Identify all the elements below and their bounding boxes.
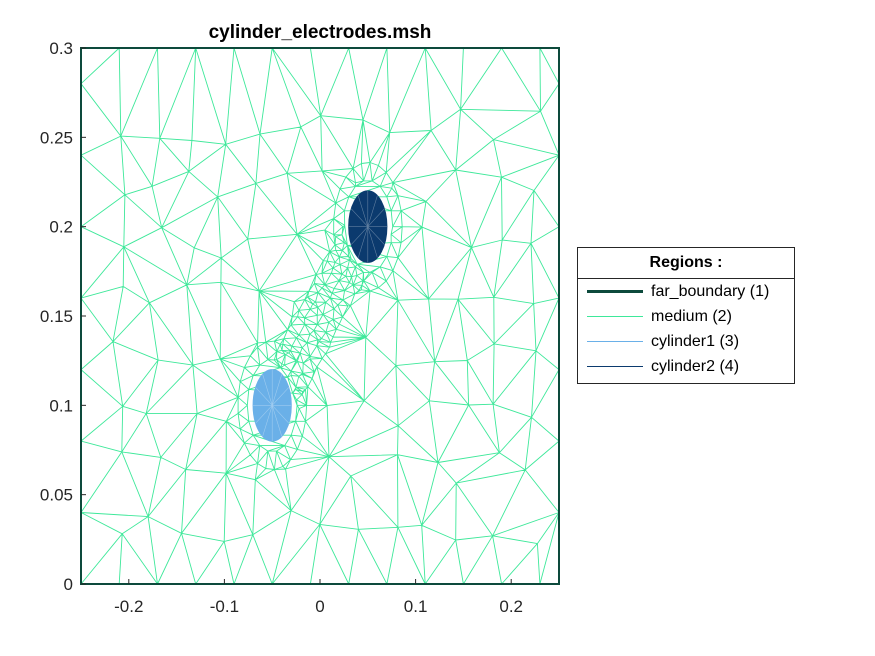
- legend-title: Regions :: [578, 248, 794, 279]
- far-boundary-frame: [80, 47, 560, 585]
- cylinder2-mesh: [348, 190, 387, 263]
- legend-label: cylinder2 (4): [651, 358, 740, 375]
- x-tick-label: -0.2: [114, 597, 143, 616]
- y-tick-label: 0.05: [40, 486, 73, 505]
- y-tick-label: 0: [64, 575, 73, 594]
- medium-mesh: [80, 47, 560, 585]
- legend-label: cylinder1 (3): [651, 333, 740, 350]
- legend-label: far_boundary (1): [651, 283, 770, 300]
- legend-swatch: [587, 341, 643, 342]
- y-axis: 0 0.05 0.1 0.15 0.2 0.25 0.3: [40, 39, 86, 594]
- legend-item-cylinder2: cylinder2 (4): [578, 354, 794, 379]
- x-tick-label: 0.2: [499, 597, 523, 616]
- y-tick-label: 0.15: [40, 307, 73, 326]
- legend-swatch: [587, 366, 643, 367]
- legend-label: medium (2): [651, 308, 732, 325]
- y-tick-label: 0.3: [49, 39, 73, 58]
- y-tick-label: 0.2: [49, 218, 73, 237]
- cylinder-layer: [252, 190, 388, 442]
- legend: Regions : far_boundary (1) medium (2) cy…: [577, 247, 795, 384]
- cylinder1-region: [252, 369, 292, 442]
- cylinder1-mesh: [253, 369, 292, 442]
- x-tick-label: 0.1: [404, 597, 428, 616]
- y-tick-label: 0.1: [49, 396, 73, 415]
- legend-item-far-boundary: far_boundary (1): [578, 279, 794, 304]
- legend-swatch: [587, 316, 643, 317]
- chart-title: cylinder_electrodes.msh: [209, 22, 432, 43]
- legend-item-medium: medium (2): [578, 304, 794, 329]
- cylinder2-region: [348, 190, 388, 263]
- legend-swatch: [587, 290, 643, 293]
- legend-item-cylinder1: cylinder1 (3): [578, 329, 794, 354]
- x-tick-label: -0.1: [210, 597, 239, 616]
- y-tick-label: 0.25: [40, 128, 73, 147]
- mesh-layer: [80, 47, 560, 585]
- x-axis: -0.2 -0.1 0 0.1 0.2: [114, 579, 523, 616]
- x-tick-label: 0: [315, 597, 324, 616]
